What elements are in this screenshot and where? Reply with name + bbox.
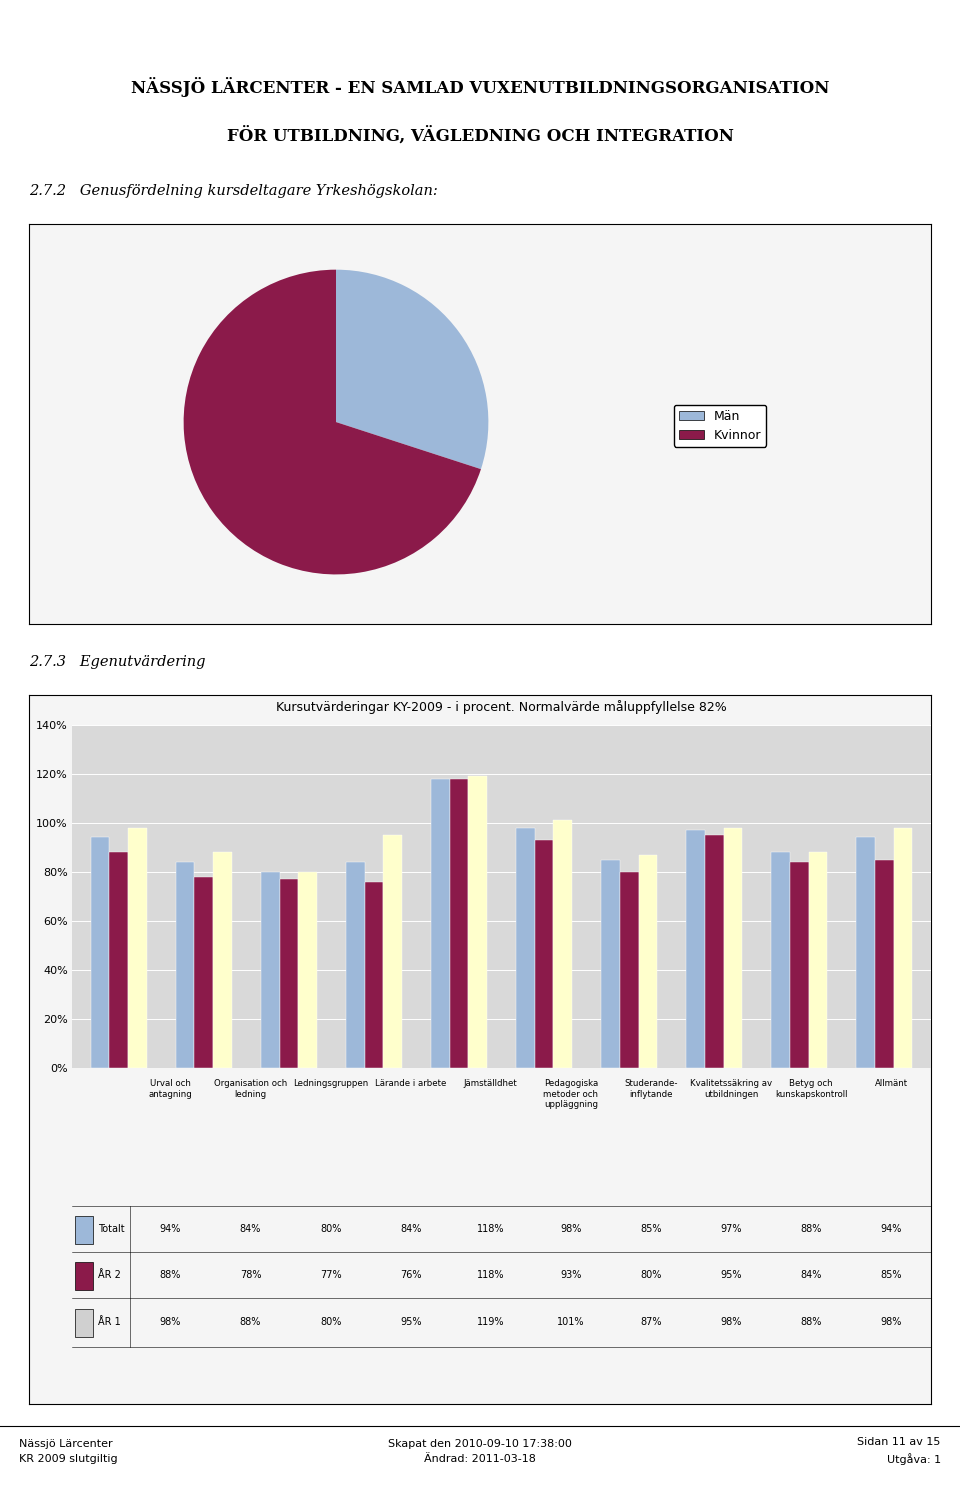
Bar [894, 828, 913, 1068]
Text: Organisation och
ledning: Organisation och ledning [214, 1079, 287, 1098]
Text: 84%: 84% [240, 1224, 261, 1234]
Text: ÅR 2: ÅR 2 [98, 1270, 121, 1280]
Text: 101%: 101% [557, 1318, 585, 1328]
Text: FÖR UTBILDNING, VÄGLEDNING OCH INTEGRATION: FÖR UTBILDNING, VÄGLEDNING OCH INTEGRATI… [227, 127, 733, 145]
Bar [346, 862, 365, 1068]
Bar [383, 835, 402, 1068]
Text: 2.7.2   Genusfördelning kursdeltagare Yrkeshögskolan:: 2.7.2 Genusfördelning kursdeltagare Yrke… [29, 184, 438, 199]
Text: Jämställdhet: Jämställdhet [464, 1079, 517, 1088]
Text: 95%: 95% [720, 1270, 742, 1280]
Text: Urval och
antagning: Urval och antagning [149, 1079, 192, 1098]
Text: Skapat den 2010-09-10 17:38:00
Ändrad: 2011-03-18: Skapat den 2010-09-10 17:38:00 Ändrad: 2… [388, 1439, 572, 1464]
FancyBboxPatch shape [75, 1216, 93, 1243]
Bar [516, 828, 535, 1068]
Bar [876, 859, 894, 1068]
Text: Totalt: Totalt [98, 1224, 125, 1234]
Text: Allmänt: Allmänt [875, 1079, 908, 1088]
Bar [468, 777, 487, 1068]
Text: 2.7.3   Egenutvärdering: 2.7.3 Egenutvärdering [29, 654, 205, 669]
Bar [299, 872, 317, 1068]
Bar [365, 881, 383, 1068]
Text: 87%: 87% [640, 1318, 661, 1328]
Text: Pedagogiska
metoder och
uppläggning: Pedagogiska metoder och uppläggning [543, 1079, 598, 1109]
Bar [279, 878, 299, 1068]
Text: 94%: 94% [880, 1224, 901, 1234]
Bar [790, 862, 808, 1068]
Title: Kursutvärderingar KY-2009 - i procent. Normalvärde måluppfyllelse 82%: Kursutvärderingar KY-2009 - i procent. N… [276, 699, 727, 714]
FancyBboxPatch shape [75, 1261, 93, 1289]
Text: 97%: 97% [720, 1224, 742, 1234]
Text: 88%: 88% [240, 1318, 261, 1328]
Text: 77%: 77% [320, 1270, 342, 1280]
Text: 88%: 88% [159, 1270, 181, 1280]
Text: NÄSSJÖ LÄRCENTER - EN SAMLAD VUXENUTBILDNINGSORGANISATION: NÄSSJÖ LÄRCENTER - EN SAMLAD VUXENUTBILD… [131, 78, 829, 97]
Bar [705, 835, 724, 1068]
Wedge shape [336, 269, 489, 469]
Bar [601, 859, 620, 1068]
Text: 88%: 88% [801, 1224, 822, 1234]
Bar [109, 852, 128, 1068]
Text: 94%: 94% [159, 1224, 181, 1234]
Text: Kvalitetssäkring av
utbildningen: Kvalitetssäkring av utbildningen [690, 1079, 772, 1098]
Bar [128, 828, 147, 1068]
Text: 85%: 85% [880, 1270, 901, 1280]
Text: 98%: 98% [880, 1318, 901, 1328]
Wedge shape [183, 269, 481, 574]
Text: 80%: 80% [640, 1270, 661, 1280]
Text: 85%: 85% [640, 1224, 661, 1234]
Bar [195, 877, 213, 1068]
Text: 95%: 95% [400, 1318, 421, 1328]
Bar [620, 872, 638, 1068]
Text: 80%: 80% [320, 1318, 342, 1328]
Bar [261, 872, 279, 1068]
Bar [176, 862, 195, 1068]
Text: 80%: 80% [320, 1224, 342, 1234]
Text: 98%: 98% [561, 1224, 582, 1234]
Text: 119%: 119% [477, 1318, 505, 1328]
Bar [431, 778, 449, 1068]
Text: Nässjö Lärcenter
KR 2009 slutgiltig: Nässjö Lärcenter KR 2009 slutgiltig [19, 1439, 118, 1464]
FancyBboxPatch shape [75, 1309, 93, 1337]
Bar [90, 838, 109, 1068]
Bar [856, 838, 876, 1068]
Text: 76%: 76% [400, 1270, 421, 1280]
Text: ÅR 1: ÅR 1 [98, 1318, 121, 1328]
Bar [554, 820, 572, 1068]
Bar [535, 840, 554, 1068]
Text: 98%: 98% [159, 1318, 181, 1328]
Text: 78%: 78% [240, 1270, 261, 1280]
Text: Lärande i arbete: Lärande i arbete [375, 1079, 446, 1088]
Text: Sidan 11 av 15
Utgåva: 1: Sidan 11 av 15 Utgåva: 1 [857, 1437, 941, 1466]
Bar [213, 852, 232, 1068]
Text: 88%: 88% [801, 1318, 822, 1328]
Text: Betyg och
kunskapskontroll: Betyg och kunskapskontroll [775, 1079, 848, 1098]
Text: 84%: 84% [400, 1224, 421, 1234]
Text: Ledningsgruppen: Ledningsgruppen [293, 1079, 369, 1088]
Text: Studerande-
inflytande: Studerande- inflytande [624, 1079, 678, 1098]
Bar [638, 855, 658, 1068]
Text: 118%: 118% [477, 1224, 505, 1234]
Bar [771, 852, 790, 1068]
Legend: Män, Kvinnor: Män, Kvinnor [674, 405, 766, 447]
Text: 118%: 118% [477, 1270, 505, 1280]
Bar [724, 828, 742, 1068]
Text: 93%: 93% [561, 1270, 582, 1280]
Text: 98%: 98% [720, 1318, 742, 1328]
Bar [686, 831, 705, 1068]
Text: 84%: 84% [801, 1270, 822, 1280]
Bar [449, 778, 468, 1068]
Bar [808, 852, 828, 1068]
